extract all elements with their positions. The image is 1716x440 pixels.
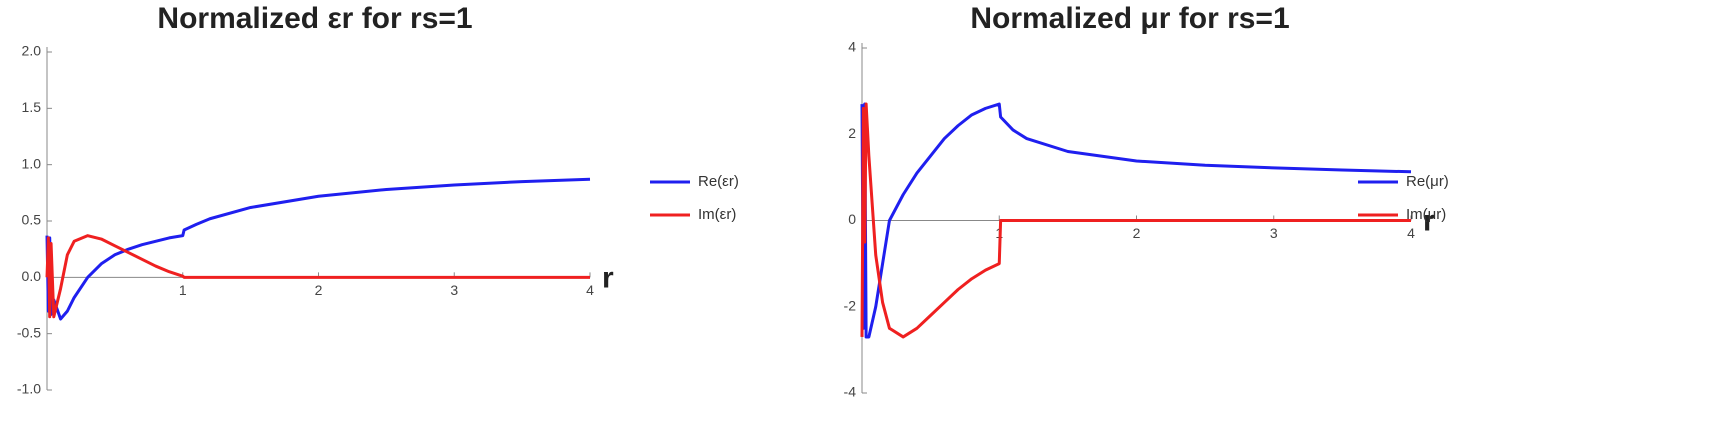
y-tick-label: 1.5	[22, 99, 42, 115]
y-tick-label: -2	[844, 297, 857, 313]
series-line	[45, 234, 590, 319]
series-line	[860, 102, 1412, 339]
legend-label: Re(εr)	[698, 173, 739, 190]
x-tick-label: 1	[179, 282, 187, 298]
y-tick-label: 0.0	[22, 268, 42, 284]
y-tick-label: 1.0	[22, 155, 42, 171]
x-tick-label: 3	[450, 282, 458, 298]
x-axis-label: r	[602, 261, 614, 294]
x-tick-label: 3	[1270, 225, 1278, 241]
y-tick-label: 0	[848, 211, 856, 227]
chart-title: Normalized εr for rs=1	[157, 2, 472, 35]
y-tick-label: 4	[848, 39, 856, 55]
x-tick-label: 2	[1133, 225, 1141, 241]
x-tick-label: 4	[1407, 225, 1415, 241]
y-tick-label: -4	[844, 384, 857, 400]
series-line	[45, 177, 591, 321]
x-tick-label: 4	[586, 282, 594, 298]
legend-label: Im(εr)	[698, 206, 736, 223]
y-tick-label: 0.5	[22, 212, 42, 228]
legend-label: Re(μr)	[1406, 173, 1449, 190]
y-tick-label: 2	[848, 125, 856, 141]
x-tick-label: 2	[315, 282, 323, 298]
chart-title: Normalized μr for rs=1	[970, 2, 1289, 35]
y-tick-label: 2.0	[22, 43, 42, 59]
series-line	[860, 102, 1411, 339]
y-tick-label: -0.5	[17, 324, 41, 340]
y-tick-label: -1.0	[17, 381, 41, 397]
x-axis-label: r	[1423, 204, 1435, 237]
legend-label: Im(μr)	[1406, 206, 1446, 223]
